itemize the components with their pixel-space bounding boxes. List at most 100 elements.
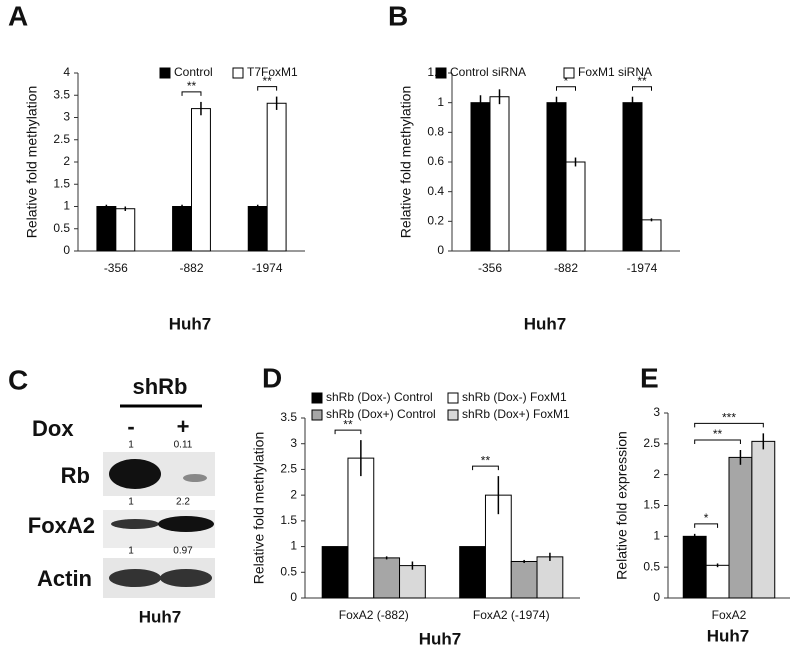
x-axis-label: Huh7 (707, 626, 750, 645)
x-tick-label: FoxA2 (712, 608, 747, 622)
y-axis-label: Relative fold methylation (24, 86, 40, 239)
significance: ** (343, 417, 353, 431)
bar (751, 440, 776, 599)
bar (399, 565, 426, 599)
y-tick-label: 0.6 (427, 154, 444, 168)
x-tick-label: -356 (478, 261, 502, 275)
y-tick-label: 2 (63, 154, 70, 168)
bar (321, 546, 349, 599)
y-tick-label: 1.5 (53, 176, 70, 190)
significance-bracket (334, 429, 362, 435)
significance: ** (637, 74, 647, 88)
y-tick-label: 4 (63, 65, 70, 79)
y-axis-label: Relative fold methylation (398, 86, 414, 239)
y-tick-label: 2.5 (53, 132, 70, 146)
significance: * (564, 74, 569, 88)
significance: *** (722, 411, 736, 425)
x-tick-label: -882 (554, 261, 578, 275)
legend-swatch (563, 67, 575, 79)
x-tick-label: -356 (104, 261, 128, 275)
y-tick-label: 1.5 (643, 498, 660, 512)
bar (565, 161, 586, 252)
y-tick-label: 0 (63, 243, 70, 257)
significance-bracket (632, 86, 652, 91)
blot-group: shRb (133, 374, 188, 399)
y-tick-label: 1 (437, 95, 444, 109)
x-axis-label: Huh7 (419, 629, 462, 648)
legend-label: T7FoxM1 (247, 65, 298, 79)
bar (172, 206, 192, 252)
blot-condition: Dox (32, 416, 74, 441)
y-axis-label: Relative fold methylation (251, 432, 267, 585)
legend-label: shRb (Dox-) FoxM1 (462, 390, 567, 404)
x-axis-label: Huh7 (524, 314, 567, 333)
band (160, 569, 212, 587)
quant: 1 (128, 546, 134, 557)
x-tick-label: FoxA2 (-882) (339, 608, 409, 622)
bar (266, 102, 287, 252)
legend-swatch (447, 392, 459, 404)
bar (96, 206, 117, 252)
y-tick-label: 0 (653, 590, 660, 604)
bar (470, 102, 491, 252)
y-tick-label: 0 (290, 590, 297, 604)
panel-letter: D (262, 362, 282, 393)
bar (546, 102, 567, 252)
y-tick-label: 1 (290, 539, 297, 553)
significance: ** (481, 453, 491, 467)
legend-swatch (311, 392, 323, 404)
legend-label: shRb (Dox-) Control (326, 390, 433, 404)
quant: 0.11 (174, 440, 193, 451)
bar (459, 546, 486, 599)
significance-bracket (694, 422, 764, 428)
y-tick-label: 3 (290, 436, 297, 450)
y-tick-label: 2.5 (280, 462, 297, 476)
legend-swatch (311, 409, 323, 421)
legend-swatch (447, 409, 459, 421)
bar (510, 560, 538, 599)
y-tick-label: 0.5 (53, 221, 70, 235)
blot-panel: C shRb Dox - + 1 0.11 Rb 1 2.2 FoxA2 1 0… (8, 364, 215, 626)
bar (115, 208, 136, 252)
panel-letter: E (640, 362, 659, 393)
panel-letter: B (388, 0, 408, 31)
legend-label: shRb (Dox+) Control (326, 407, 436, 421)
bar (641, 219, 662, 252)
y-tick-label: 2.5 (643, 436, 660, 450)
bar (682, 535, 707, 599)
quant: 2.2 (176, 497, 190, 508)
row-label: Actin (37, 566, 92, 591)
significance-bracket (694, 439, 741, 444)
caption: Huh7 (139, 607, 182, 626)
legend-label: shRb (Dox+) FoxM1 (462, 407, 570, 421)
legend-swatch (159, 67, 171, 79)
y-tick-label: 1 (63, 199, 70, 213)
y-tick-label: 3.5 (280, 410, 297, 424)
bar (373, 557, 401, 599)
panel-letter: C (8, 364, 28, 395)
y-tick-label: 0.2 (427, 214, 444, 228)
legend-label: FoxM1 siRNA (578, 65, 652, 79)
quant: 0.97 (173, 546, 193, 557)
significance-bracket (257, 86, 278, 91)
panel-letter: A (8, 0, 28, 31)
y-tick-label: 3.5 (53, 87, 70, 101)
band (109, 569, 161, 587)
bar (728, 456, 753, 599)
bar (489, 96, 510, 252)
significance-bracket (694, 523, 719, 528)
bar (705, 564, 730, 599)
y-tick-label: 0.8 (427, 125, 444, 139)
x-tick-label: FoxA2 (-1974) (473, 608, 550, 622)
x-tick-label: -1974 (627, 261, 658, 275)
y-tick-label: 0.5 (643, 559, 660, 573)
legend-swatch (435, 67, 447, 79)
bar (347, 457, 375, 599)
bar (622, 102, 643, 252)
y-tick-label: 0.5 (280, 564, 297, 578)
significance: * (704, 511, 709, 525)
x-tick-label: -1974 (252, 261, 283, 275)
band (111, 519, 159, 529)
significance: ** (187, 79, 197, 93)
